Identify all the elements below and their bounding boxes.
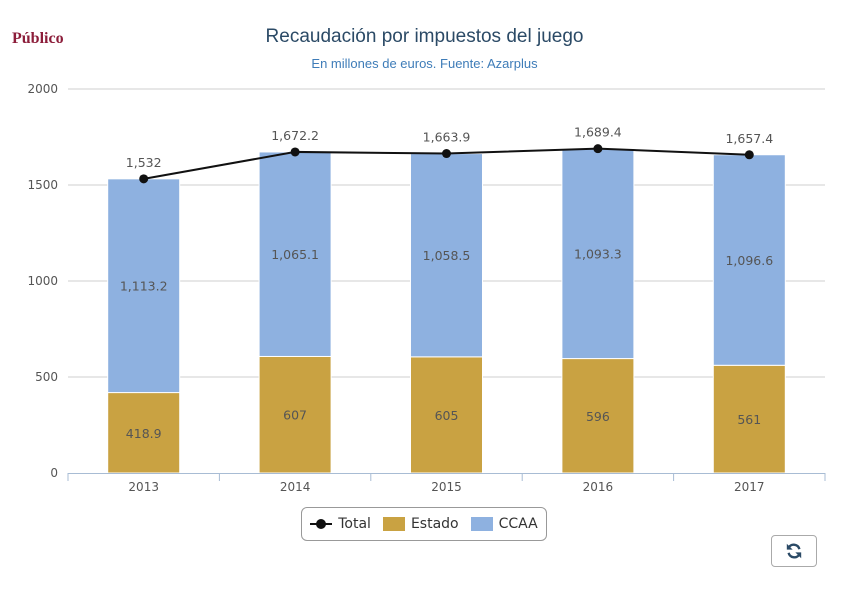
data-label-total: 1,663.9 [423,130,471,145]
data-label-estado: 561 [737,412,761,427]
chart-title: Recaudación por impuestos del juego [265,26,584,47]
legend-label-ccaa: CCAA [498,516,538,532]
y-tick-label: 500 [35,370,58,384]
legend-label-estado: Estado [410,516,459,532]
legend-item-ccaa[interactable]: CCAA [470,516,538,532]
y-tick-label: 1000 [27,274,58,288]
legend-swatch-ccaa [470,517,493,531]
bar-estado [107,392,181,474]
total-point [744,150,754,160]
legend-item-estado[interactable]: Estado [382,516,459,532]
data-label-ccaa: 1,113.2 [120,279,168,294]
data-label-estado: 605 [435,408,459,423]
x-tick-label: 2016 [583,480,614,494]
total-point [290,147,300,157]
refresh-icon [786,543,802,559]
bar-ccaa [258,151,332,357]
bar-estado [712,364,786,474]
data-label-estado: 418.9 [126,426,162,441]
x-tick-label: 2017 [734,480,765,494]
bar-ccaa [561,148,635,360]
legend-swatch-total [310,517,333,531]
chart-legend: Total Estado CCAA [301,507,547,541]
x-tick-label: 2015 [431,480,462,494]
refresh-button[interactable] [771,535,817,567]
y-tick-label: 0 [50,466,58,480]
data-label-estado: 607 [283,408,307,423]
legend-label-total: Total [338,516,371,532]
data-label-ccaa: 1,065.1 [271,247,319,262]
legend-swatch-estado [382,517,405,531]
bar-ccaa [107,178,181,394]
total-point [593,144,603,154]
bar-ccaa [712,154,786,366]
data-label-total: 1,672.2 [271,128,319,143]
data-label-ccaa: 1,093.3 [574,247,622,262]
publico-logo: Público [12,30,64,47]
total-point [139,174,149,184]
data-label-estado: 596 [586,409,610,424]
data-label-ccaa: 1,058.5 [423,248,471,263]
bar-ccaa [410,153,483,358]
x-tick-label: 2013 [128,480,159,494]
chart-subtitle: En millones de euros. Fuente: Azarplus [311,56,538,71]
data-label-ccaa: 1,096.6 [725,253,773,268]
data-label-total: 1,689.4 [574,125,622,140]
y-tick-label: 2000 [27,82,58,96]
total-point [442,149,451,159]
data-label-total: 1,532 [126,155,162,170]
data-label-total: 1,657.4 [725,131,773,146]
x-tick-label: 2014 [280,480,311,494]
legend-item-total[interactable]: Total [310,516,371,532]
y-tick-label: 1500 [27,178,58,192]
